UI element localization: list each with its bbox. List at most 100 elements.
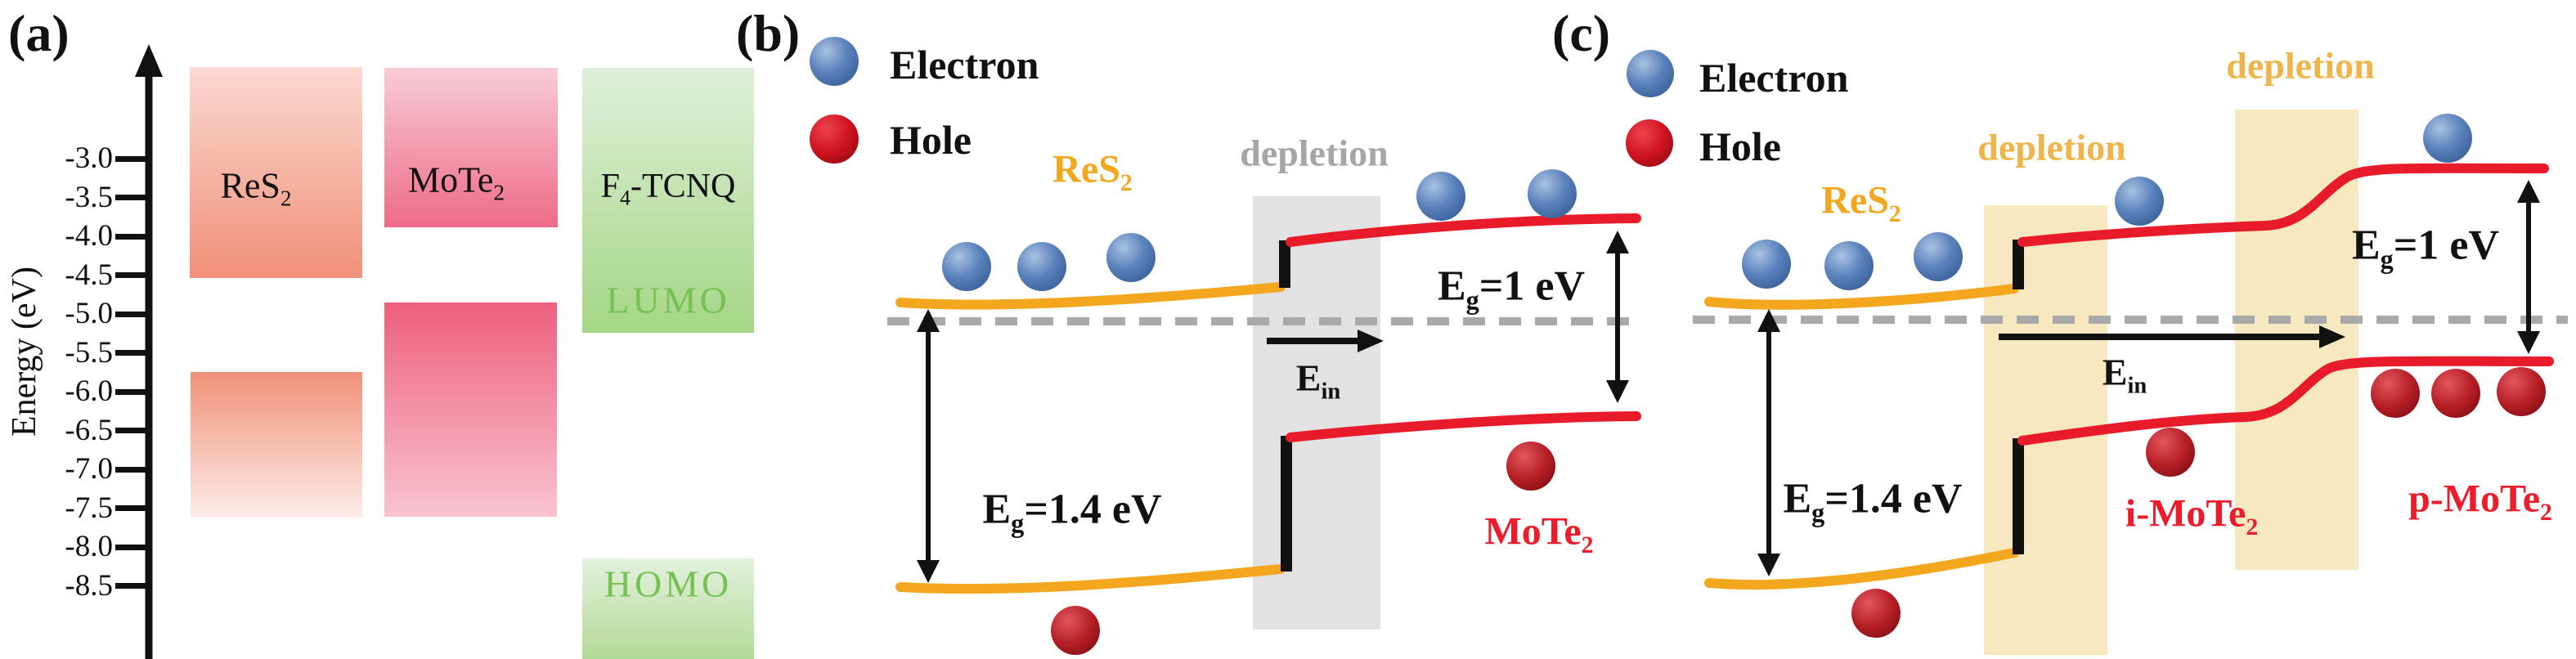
eg14-arrow-c-up-head-icon bbox=[1757, 309, 1780, 332]
res2-conduction-box bbox=[190, 67, 362, 278]
ein-arrow-b-head-icon bbox=[1358, 330, 1384, 352]
electron-ball bbox=[1106, 233, 1156, 282]
depletion-label-b: depletion bbox=[1240, 132, 1389, 174]
mote2-valence-curve-c bbox=[2017, 356, 2554, 446]
res2-conduction-curve-c bbox=[1704, 284, 2019, 310]
res2-conduction-curve-b bbox=[895, 282, 1286, 310]
res2-valence-curve-c bbox=[1704, 548, 2019, 590]
eg14-arrow-c-down-head-icon bbox=[1757, 554, 1780, 576]
axis-tick bbox=[115, 466, 149, 473]
panel-a-label: (a) bbox=[8, 4, 70, 62]
res2-box-label: ReS2 bbox=[220, 165, 292, 211]
legend-electron-label-b: Electron bbox=[890, 42, 1039, 87]
electron-ball bbox=[1742, 240, 1791, 289]
axis-tick bbox=[115, 233, 149, 240]
axis-tick bbox=[115, 544, 149, 550]
mote2-conduction-curve-c bbox=[2017, 163, 2549, 247]
ein-label-b: Ein bbox=[1295, 356, 1341, 405]
energy-axis-arrowhead-icon bbox=[135, 44, 163, 77]
axis-tick-label: -5.0 bbox=[65, 297, 113, 330]
mote2-valence-curve-b bbox=[1286, 411, 1641, 442]
electron-ball bbox=[1914, 232, 1963, 281]
eg14-arrow-b-up-head-icon bbox=[917, 309, 940, 332]
mote2-conduction-curve-b bbox=[1286, 213, 1641, 247]
depletion-label-c2: depletion bbox=[2226, 44, 2375, 87]
axis-tick bbox=[115, 155, 149, 162]
eg14-label-b: Eg=1.4 eV bbox=[982, 486, 1162, 538]
eg1-arrow-c-down-head-icon bbox=[2517, 331, 2540, 354]
f4tcnq-homo-box bbox=[582, 558, 754, 659]
electron-ball bbox=[1824, 241, 1874, 290]
legend-electron-icon-b bbox=[810, 37, 859, 86]
eg1-label-c: Eg=1 eV bbox=[2351, 222, 2500, 274]
ein-arrow-c-head-icon bbox=[2319, 325, 2345, 348]
eg1-arrow-c-up-head-icon bbox=[2517, 180, 2540, 203]
mote2-valence-box bbox=[384, 303, 557, 517]
depletion-label-c1: depletion bbox=[1977, 126, 2126, 168]
axis-tick-label: -6.0 bbox=[65, 374, 113, 408]
axis-tick-label: -4.0 bbox=[65, 219, 113, 253]
electron-ball bbox=[2115, 177, 2164, 226]
hole-ball bbox=[1506, 442, 1555, 491]
i-mote2-label-c: i-MoTe2 bbox=[2125, 491, 2259, 541]
axis-tick-label: -8.0 bbox=[65, 530, 113, 563]
axis-tick bbox=[115, 311, 149, 317]
electron-ball bbox=[1416, 172, 1465, 221]
axis-tick bbox=[115, 583, 149, 589]
axis-tick-label: -3.0 bbox=[65, 141, 113, 175]
axis-tick bbox=[115, 195, 149, 200]
legend-electron-label-c: Electron bbox=[1699, 55, 1849, 101]
res2-curve-label-c: ReS2 bbox=[1821, 178, 1901, 228]
legend-hole-label-c: Hole bbox=[1699, 123, 1781, 169]
depletion-band-gray bbox=[1253, 196, 1380, 630]
res2-valence-box bbox=[191, 372, 362, 518]
eg1-label-b: Eg=1 eV bbox=[1437, 262, 1586, 315]
axis-tick-label: -4.5 bbox=[65, 258, 113, 292]
axis-tick bbox=[115, 505, 149, 511]
axis-tick-label: -8.5 bbox=[65, 568, 113, 603]
axis-tick-label: -7.5 bbox=[65, 491, 113, 525]
eg1-arrow-b-down-head-icon bbox=[1606, 380, 1629, 403]
axis-tick-label: -5.5 bbox=[65, 335, 113, 370]
electron-ball bbox=[1528, 169, 1577, 218]
mote2-curve-label-b: MoTe2 bbox=[1484, 509, 1594, 559]
panel-c-label: (c) bbox=[1552, 4, 1611, 62]
legend-hole-label-b: Hole bbox=[890, 117, 972, 163]
axis-tick-label: -6.5 bbox=[65, 413, 113, 447]
axis-tick-label: -3.5 bbox=[65, 180, 113, 214]
energy-axis-title: Energy (eV) bbox=[6, 267, 43, 437]
axis-tick-label: -7.0 bbox=[65, 452, 113, 486]
electron-ball bbox=[2423, 114, 2472, 163]
electron-ball bbox=[942, 242, 991, 291]
legend-electron-icon-c bbox=[1627, 50, 1674, 97]
eg1-arrow-b-up-head-icon bbox=[1606, 231, 1629, 253]
homo-label: HOMO bbox=[604, 563, 733, 605]
ein-label-c: Ein bbox=[2102, 351, 2147, 399]
mote2-box-label: MoTe2 bbox=[407, 159, 505, 205]
hole-ball bbox=[2371, 369, 2420, 418]
hole-ball bbox=[1051, 606, 1100, 655]
res2-valence-curve-b bbox=[895, 564, 1286, 594]
hole-ball bbox=[2497, 367, 2546, 416]
res2-curve-label-b: ReS2 bbox=[1052, 147, 1133, 197]
eg14-arrow-b-down-head-icon bbox=[917, 560, 940, 583]
f4tcnq-lumo-box bbox=[582, 68, 754, 333]
lumo-label: LUMO bbox=[606, 279, 730, 321]
legend-hole-icon-c bbox=[1626, 119, 1673, 167]
f4tcnq-box-label: F4-TCNQ bbox=[600, 168, 736, 210]
mote2-conduction-box bbox=[384, 68, 558, 227]
hole-ball bbox=[1851, 589, 1901, 638]
p-mote2-label-c: p-MoTe2 bbox=[2408, 477, 2552, 527]
hole-ball bbox=[2431, 369, 2480, 418]
eg14-label-c: Eg=1.4 eV bbox=[1783, 475, 1963, 527]
axis-tick bbox=[115, 272, 149, 278]
axis-tick bbox=[115, 428, 149, 433]
panel-b-label: (b) bbox=[736, 4, 801, 62]
axis-tick bbox=[115, 350, 149, 356]
legend-hole-icon-b bbox=[810, 114, 859, 164]
electron-ball bbox=[1017, 242, 1066, 291]
hole-ball bbox=[2146, 428, 2195, 477]
axis-tick bbox=[115, 388, 149, 395]
